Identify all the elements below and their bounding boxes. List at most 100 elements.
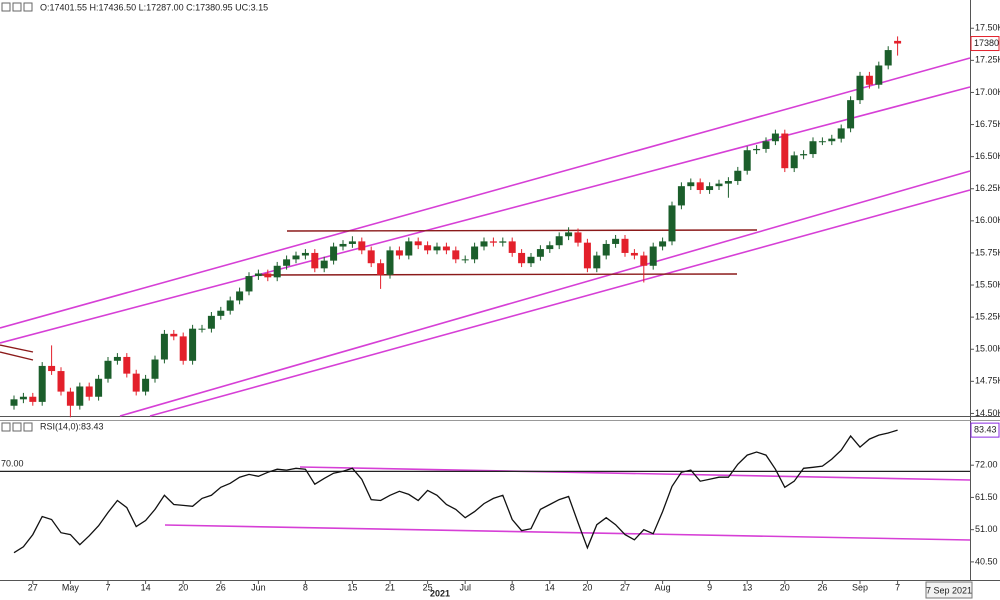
reference-label: 70.00	[1, 459, 24, 469]
y-tick-label: 61.50	[975, 492, 998, 502]
candle-body	[621, 238, 629, 253]
rsi-title: RSI(14,0):83.43	[40, 421, 104, 431]
y-tick-label: 40.50	[975, 556, 998, 566]
candle-body	[480, 241, 488, 247]
candle-body	[264, 273, 272, 278]
y-tick-label: 16.50K	[975, 151, 1000, 161]
candle-body	[518, 252, 526, 264]
candle-body	[696, 182, 704, 191]
candle-body	[348, 241, 356, 244]
candle-body	[66, 391, 74, 406]
trend-line	[0, 57, 971, 329]
icon[interactable]	[1, 2, 11, 12]
trend-line	[299, 466, 971, 481]
candle-body	[753, 148, 761, 151]
y-tick-label: 14.75K	[975, 376, 1000, 386]
trend-lines	[0, 57, 971, 541]
x-tick-label: Sep	[852, 582, 868, 592]
candle-body	[207, 315, 215, 329]
candle-body	[649, 246, 657, 266]
x-tick-label: 14	[545, 582, 555, 592]
candle-body	[405, 241, 413, 256]
x-tick-label: 7	[105, 582, 110, 592]
y-tick-label: 17.25K	[975, 55, 1000, 65]
candle-body	[536, 249, 544, 257]
icon[interactable]	[23, 422, 33, 432]
candle-body	[19, 396, 27, 400]
channel-line	[261, 273, 738, 276]
x-tick-label: 8	[510, 582, 515, 592]
candle-body	[461, 259, 469, 261]
candle-body	[640, 255, 648, 266]
candle-body	[734, 170, 742, 182]
candle-body	[612, 238, 620, 244]
x-tick-label: 14	[141, 582, 151, 592]
candle-body	[76, 386, 84, 406]
candle-body	[837, 128, 845, 139]
candle-body	[809, 141, 817, 155]
candle-body	[555, 236, 563, 246]
candle-body	[283, 259, 291, 266]
candle-body	[330, 246, 338, 261]
candle-body	[884, 50, 892, 66]
y-tick-label: 15.25K	[975, 312, 1000, 322]
candle-body	[85, 386, 93, 397]
y-tick-label: 16.00K	[975, 215, 1000, 225]
candle-body	[715, 183, 723, 187]
trend-line	[149, 189, 971, 417]
candle-body	[113, 356, 121, 361]
candle-body	[743, 150, 751, 171]
icon[interactable]	[12, 2, 22, 12]
trend-line	[0, 86, 971, 344]
icon[interactable]	[12, 422, 22, 432]
candle-body	[593, 255, 601, 269]
candle-body	[489, 241, 497, 243]
candle-body	[377, 263, 385, 275]
candle-body	[668, 205, 676, 242]
candle-body	[574, 232, 582, 243]
candle-body	[583, 242, 591, 269]
candle-body	[894, 40, 902, 44]
candle-body	[602, 243, 610, 256]
candle-body	[856, 75, 864, 101]
y-tick-label: 51.00	[975, 524, 998, 534]
candle-body	[818, 141, 826, 143]
candles	[10, 36, 902, 418]
y-tick-label: 17.50K	[975, 23, 1000, 33]
candle-body	[10, 399, 18, 406]
icon[interactable]	[1, 422, 11, 432]
candle-body	[245, 276, 253, 292]
last-value-label: 17380	[974, 38, 999, 48]
candle-body	[395, 250, 403, 256]
candle-body	[123, 356, 131, 374]
year-label: 2021	[430, 588, 450, 598]
candle-body	[311, 252, 319, 269]
candle-body	[433, 246, 441, 251]
candle-body	[226, 300, 234, 311]
y-tick-label: 72.00	[975, 460, 998, 470]
y-tick-label: 14.50K	[975, 408, 1000, 418]
y-tick-label: 17.00K	[975, 87, 1000, 97]
x-tick-label: 20	[780, 582, 790, 592]
candle-body	[724, 181, 732, 184]
x-tick-label: 13	[742, 582, 752, 592]
channel-line	[286, 229, 758, 232]
candle-body	[771, 133, 779, 142]
candle-body	[630, 252, 638, 256]
candle-body	[442, 246, 450, 251]
candle-body	[386, 250, 394, 275]
candle-body	[781, 133, 789, 169]
candle-body	[160, 333, 168, 360]
candle-body	[320, 260, 328, 269]
candle-body	[452, 250, 460, 260]
icon[interactable]	[23, 2, 33, 12]
candle-body	[367, 250, 375, 264]
ohlc-header: O:17401.55 H:17436.50 L:17287.00 C:17380…	[40, 2, 268, 12]
trend-line	[164, 524, 971, 541]
candle-body	[48, 365, 56, 372]
cursor-date-box	[925, 581, 973, 599]
x-tick-label: 26	[817, 582, 827, 592]
x-tick-label: 27	[620, 582, 630, 592]
